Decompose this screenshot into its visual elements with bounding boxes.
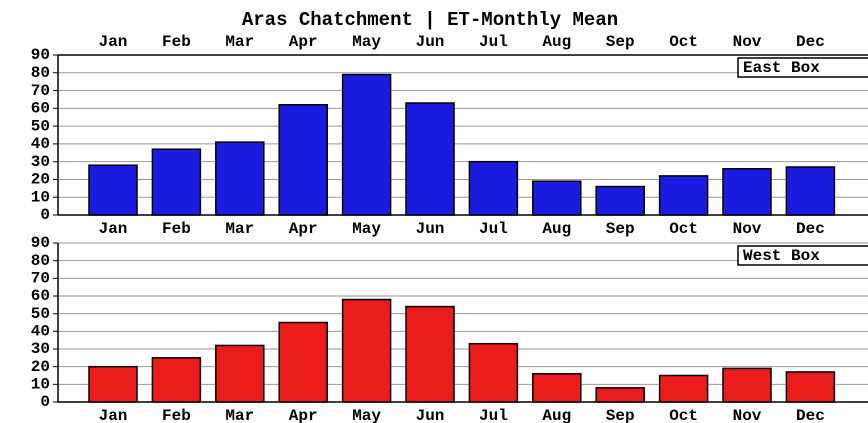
bar — [215, 344, 265, 403]
bar — [722, 367, 772, 403]
x-tick-label: Jun — [416, 407, 445, 423]
bar — [88, 164, 138, 216]
bar — [595, 185, 645, 216]
y-tick-label: 60 — [31, 287, 50, 305]
bar — [532, 372, 582, 403]
x-tick-label: Apr — [289, 220, 318, 238]
bar — [215, 141, 265, 216]
x-tick-label: Feb — [162, 220, 191, 238]
y-tick-label: 20 — [31, 171, 50, 189]
y-tick-label: 10 — [31, 376, 50, 394]
y-tick-label: 40 — [31, 135, 50, 153]
x-tick-label: Nov — [733, 220, 762, 238]
x-tick-label: Oct — [669, 220, 698, 238]
y-tick-label: 10 — [31, 188, 50, 206]
y-tick-label: 80 — [31, 252, 50, 270]
y-tick-label: 50 — [31, 305, 50, 323]
x-tick-label: Apr — [289, 407, 318, 423]
x-tick-label: Jun — [416, 220, 445, 238]
y-tick-label: 80 — [31, 64, 50, 82]
x-tick-label: Dec — [796, 220, 825, 238]
x-tick-label-top: Feb — [162, 33, 191, 51]
x-tick-label: Nov — [733, 407, 762, 423]
bar — [468, 342, 519, 403]
bar — [532, 180, 582, 216]
x-tick-label-top: Apr — [289, 33, 318, 51]
x-tick-label: Jul — [479, 407, 508, 423]
legend-label: East Box — [743, 59, 820, 77]
y-tick-label: 0 — [40, 206, 50, 224]
y-tick-label: 30 — [31, 153, 50, 171]
x-tick-label-top: Jan — [99, 33, 128, 51]
x-tick-label-top: Jun — [416, 33, 445, 51]
y-tick-label: 60 — [31, 100, 50, 118]
y-tick-label: 40 — [31, 323, 50, 341]
x-tick-label-top: Dec — [796, 33, 825, 51]
bar — [658, 175, 709, 216]
bar — [88, 365, 138, 403]
legend-box — [737, 57, 868, 78]
y-tick-label: 20 — [31, 358, 50, 376]
x-tick-label: Mar — [225, 220, 254, 238]
bar — [405, 102, 455, 216]
x-tick-label-top: Aug — [542, 33, 571, 51]
x-tick-label: Aug — [542, 407, 571, 423]
bar — [468, 160, 519, 216]
x-tick-label-top: Nov — [733, 33, 762, 51]
legend-label: West Box — [743, 247, 820, 265]
x-tick-label-top: Sep — [606, 33, 635, 51]
bar — [785, 166, 836, 216]
x-tick-label-top: Jul — [479, 33, 508, 51]
x-tick-label-top: May — [352, 33, 381, 51]
bar — [341, 298, 392, 403]
bar — [278, 321, 328, 403]
chart-title: Aras Chatchment | ET-Monthly Mean — [242, 9, 618, 31]
x-tick-label: Feb — [162, 407, 191, 423]
bar — [151, 357, 202, 403]
x-tick-label: Sep — [606, 407, 635, 423]
bar — [658, 374, 709, 403]
bar — [595, 387, 645, 403]
bar — [151, 148, 202, 216]
x-tick-label: May — [352, 407, 381, 423]
x-tick-label-top: Oct — [669, 33, 698, 51]
bar — [722, 168, 772, 216]
bar — [278, 104, 328, 216]
x-tick-label: Jan — [99, 220, 128, 238]
y-tick-label: 90 — [31, 46, 50, 64]
y-tick-label: 50 — [31, 117, 50, 135]
y-tick-label: 70 — [31, 82, 50, 100]
legend-box — [737, 245, 868, 266]
bar — [785, 371, 836, 403]
x-tick-label: Jan — [99, 407, 128, 423]
x-tick-label: Sep — [606, 220, 635, 238]
x-tick-label: Aug — [542, 220, 571, 238]
bar — [341, 73, 392, 216]
x-tick-label: Mar — [225, 407, 254, 423]
y-tick-label: 90 — [31, 234, 50, 252]
x-tick-label-top: Mar — [225, 33, 254, 51]
x-tick-label: May — [352, 220, 381, 238]
y-tick-label: 70 — [31, 270, 50, 288]
x-tick-label: Dec — [796, 407, 825, 423]
x-tick-label: Jul — [479, 220, 508, 238]
y-tick-label: 0 — [40, 393, 50, 411]
bar — [405, 305, 455, 403]
y-tick-label: 30 — [31, 340, 50, 358]
x-tick-label: Oct — [669, 407, 698, 423]
